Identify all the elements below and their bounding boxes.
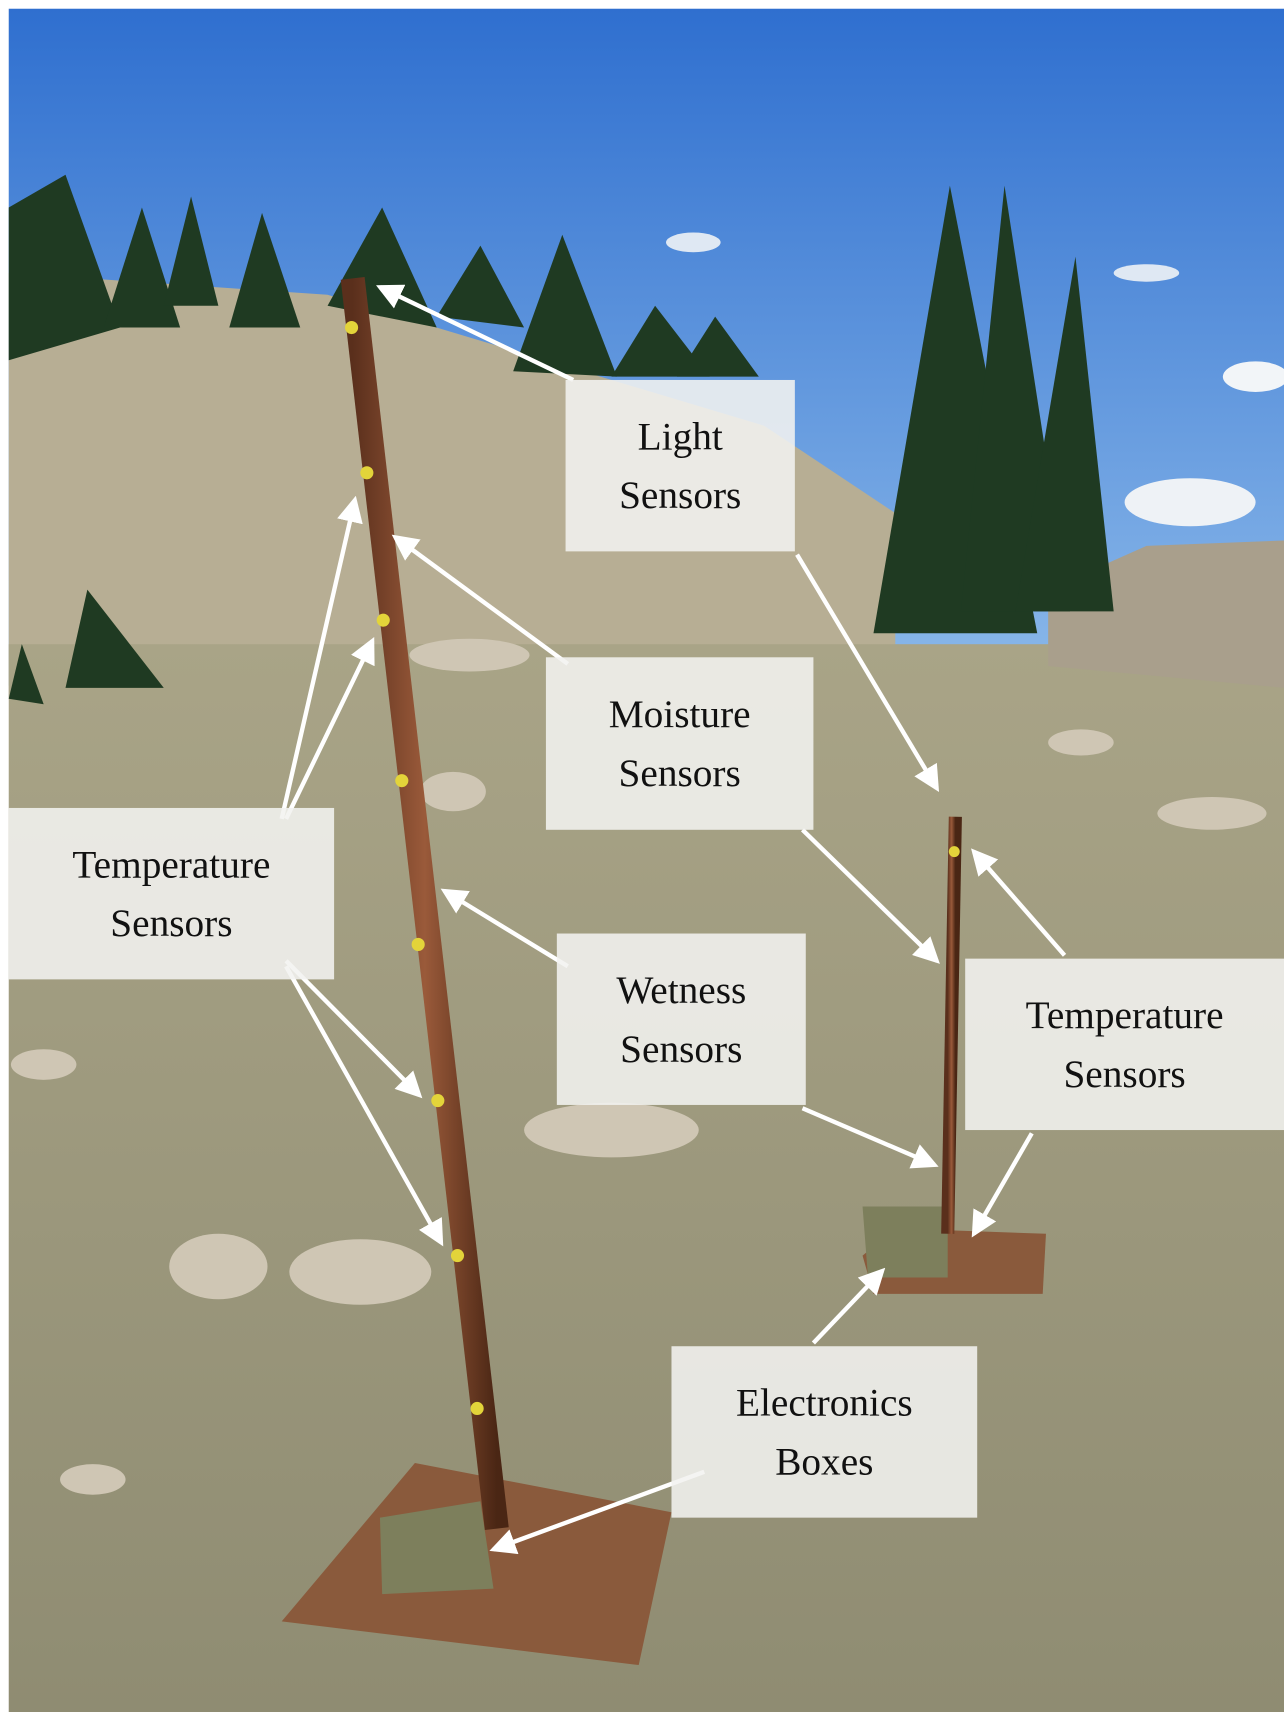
label-box: Wetness Sensors — [556, 933, 806, 1105]
label-line: Moisture — [609, 692, 751, 736]
label-line: Boxes — [775, 1440, 873, 1484]
label-box: Temperature Sensors — [965, 958, 1284, 1131]
label-background — [556, 933, 806, 1105]
label-background — [565, 379, 795, 552]
label-line: Temperature — [72, 842, 270, 886]
label-box: Electronics Boxes — [671, 1346, 978, 1518]
label-line: Light — [638, 414, 723, 458]
label-line: Sensors — [619, 751, 741, 795]
label-line: Sensors — [1063, 1052, 1185, 1096]
label-background — [965, 958, 1284, 1131]
label-box: Moisture Sensors — [545, 657, 814, 830]
label-line: Wetness — [616, 968, 746, 1012]
label-background — [8, 807, 335, 980]
label-line: Sensors — [619, 473, 741, 517]
label-background — [545, 657, 814, 830]
label-background — [671, 1346, 978, 1518]
labels: Light Sensors Moisture Sensors Temperature Se… — [8, 379, 1284, 1518]
label-line: Temperature — [1026, 993, 1224, 1037]
label-line: Electronics — [736, 1381, 913, 1425]
arrows — [279, 284, 1067, 1555]
label-box: Light Sensors — [565, 379, 795, 552]
label-box: Temperature Sensors — [8, 807, 335, 980]
label-line: Sensors — [110, 901, 232, 945]
label-line: Sensors — [620, 1027, 742, 1071]
